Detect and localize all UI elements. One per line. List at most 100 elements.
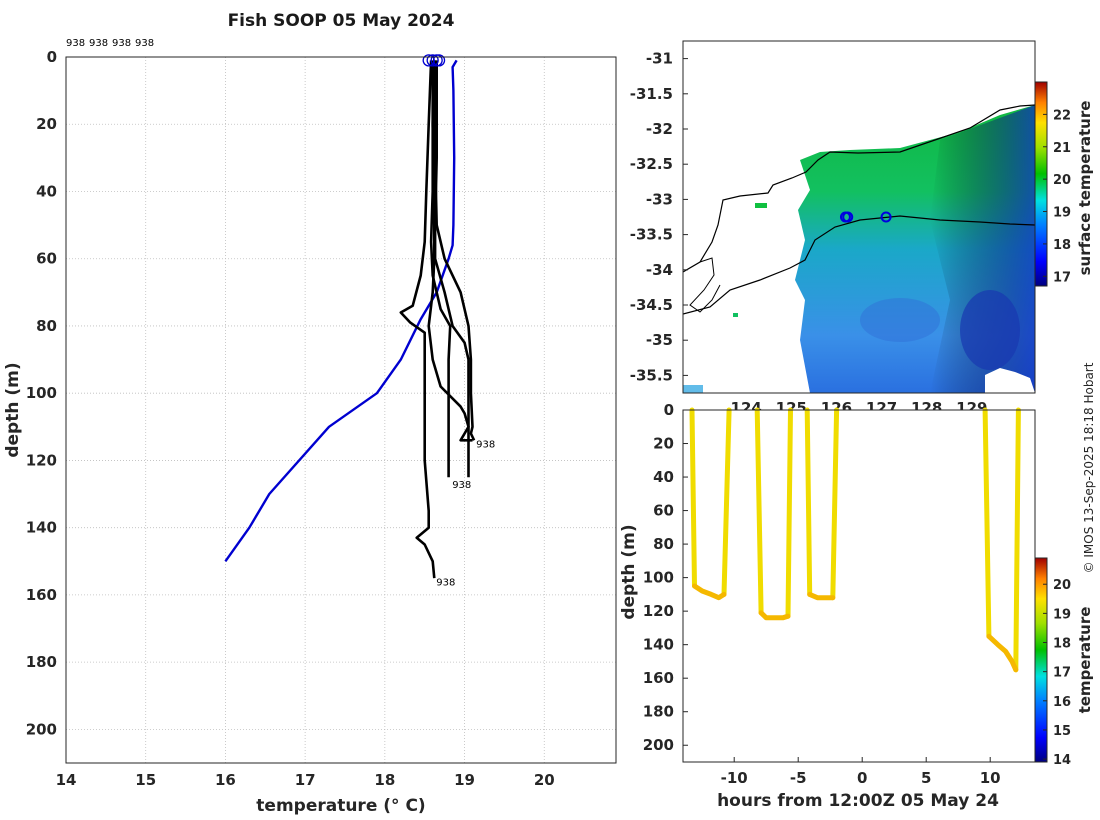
time-depth-x-tick: -5 bbox=[790, 769, 807, 787]
profile-end-label: 938 bbox=[476, 440, 495, 451]
map-y-tick: -35 bbox=[646, 331, 673, 349]
cast-descent-line bbox=[804, 407, 813, 597]
profile-y-tick: 160 bbox=[26, 586, 57, 604]
time-depth-y-tick: 140 bbox=[643, 636, 674, 654]
profile-end-label: 938 bbox=[436, 577, 455, 588]
map-y-tick: -34.5 bbox=[630, 296, 673, 314]
profile-top-label: 938 bbox=[89, 38, 108, 49]
profile-surface-markers bbox=[422, 54, 446, 67]
profile-panel: 14 15 16 17 18 19 20 0 20 40 60 80 100 120 140 160 180 2… bbox=[3, 38, 617, 816]
time-depth-y-tick: 60 bbox=[653, 502, 674, 520]
time-depth-colorbar-tick: 16 bbox=[1053, 695, 1071, 710]
time-depth-casts bbox=[689, 407, 1021, 673]
ship-track bbox=[683, 215, 1035, 315]
time-depth-x-tick: 5 bbox=[921, 769, 931, 787]
map-colorbar-frame bbox=[1034, 81, 1048, 287]
profile-x-tick: 14 bbox=[56, 771, 77, 789]
profile-cast-line bbox=[429, 60, 452, 478]
sst-missing-patch bbox=[985, 368, 1035, 393]
map-station-marker bbox=[842, 211, 854, 223]
time-depth-y-ticks: 0 20 40 60 80 100 120 140 160 180 200 bbox=[643, 401, 688, 754]
profile-y-tick: 40 bbox=[36, 182, 57, 200]
profile-y-tick: 180 bbox=[26, 653, 57, 671]
sst-field bbox=[683, 41, 1035, 393]
time-depth-panel: -10 -5 0 5 10 0 20 40 60 80 100 120 140 160 180 200 ho… bbox=[619, 401, 1094, 811]
time-depth-y-tick: 160 bbox=[643, 669, 674, 687]
profile-y-tick: 80 bbox=[36, 317, 57, 335]
map-colorbar-tick: 17 bbox=[1053, 270, 1071, 285]
profile-x-tick: 19 bbox=[454, 771, 475, 789]
profile-x-tick: 17 bbox=[295, 771, 316, 789]
profile-x-ticks: 14 15 16 17 18 19 20 bbox=[56, 771, 555, 789]
profile-y-ticks: 0 20 40 60 80 100 120 140 160 180 200 bbox=[26, 48, 57, 738]
cast-bottom-line bbox=[807, 591, 836, 601]
map-colorbar-tick: 19 bbox=[1053, 206, 1071, 221]
cast-descent-line bbox=[982, 407, 992, 639]
profile-x-tick: 20 bbox=[534, 771, 555, 789]
profile-x-tick: 16 bbox=[215, 771, 236, 789]
time-depth-y-tick: 80 bbox=[653, 535, 674, 553]
profile-cast-line bbox=[399, 60, 436, 579]
time-depth-colorbar-ticks: 14 15 16 17 18 19 20 bbox=[1043, 578, 1071, 768]
profile-cast-line bbox=[427, 60, 473, 442]
time-depth-y-tick: 120 bbox=[643, 602, 674, 620]
map-panel: -31 -31.5 -32 -32.5 -33 -33.5 -34 -34.5 -35 -35.5… bbox=[630, 40, 1094, 417]
cast-ascent-line bbox=[785, 407, 793, 619]
profile-y-tick: 140 bbox=[26, 519, 57, 537]
map-colorbar-tick: 21 bbox=[1053, 141, 1071, 156]
map-y-tick: -34 bbox=[646, 261, 673, 279]
time-depth-x-label: hours from 12:00Z 05 May 24 bbox=[717, 791, 999, 811]
cast-ascent-line bbox=[830, 407, 840, 601]
map-stations bbox=[839, 211, 892, 223]
sst-sw-patch bbox=[683, 385, 703, 393]
time-depth-y-tick: 20 bbox=[653, 435, 674, 453]
sst-speckle bbox=[755, 203, 767, 208]
time-depth-colorbar-tick: 17 bbox=[1053, 666, 1071, 681]
profile-series bbox=[224, 59, 476, 579]
time-depth-y-tick: 40 bbox=[653, 468, 674, 486]
time-depth-y-tick: 100 bbox=[643, 569, 674, 587]
map-y-tick: -32 bbox=[646, 120, 673, 138]
profile-y-tick: 20 bbox=[36, 115, 57, 133]
map-y-tick: -31 bbox=[646, 50, 673, 68]
profile-y-tick: 0 bbox=[47, 48, 57, 66]
profile-y-tick: 200 bbox=[26, 720, 57, 738]
time-depth-colorbar-tick: 15 bbox=[1053, 724, 1071, 739]
profile-top-labels: 938 938 938 938 bbox=[66, 38, 154, 49]
profile-y-tick: 100 bbox=[26, 384, 57, 402]
map-colorbar-label: surface temperature bbox=[1076, 101, 1094, 276]
coastline bbox=[683, 104, 1035, 273]
time-depth-x-tick: -10 bbox=[721, 769, 748, 787]
coastline-islands bbox=[689, 257, 721, 313]
cast-bottom-line bbox=[692, 583, 727, 601]
time-depth-x-tick: 10 bbox=[980, 769, 1001, 787]
profile-y-label: depth (m) bbox=[3, 362, 23, 457]
profile-cast-line bbox=[433, 60, 476, 441]
map-colorbar-tick: 22 bbox=[1053, 108, 1071, 123]
time-depth-x-ticks: -10 -5 0 5 10 bbox=[721, 757, 1001, 787]
cast-ascent-line bbox=[1013, 407, 1021, 673]
figure-title: Fish SOOP 05 May 2024 bbox=[228, 11, 455, 31]
time-depth-x-tick: 0 bbox=[857, 769, 867, 787]
time-depth-y-tick: 0 bbox=[664, 401, 674, 419]
map-y-tick: -35.5 bbox=[630, 366, 673, 384]
map-colorbar-tick: 20 bbox=[1053, 173, 1071, 188]
profile-top-label: 938 bbox=[66, 38, 85, 49]
sst-cold-eddy bbox=[960, 290, 1020, 370]
profile-surface-marker bbox=[426, 54, 439, 67]
cast-bottom-line bbox=[758, 610, 791, 621]
profile-top-label: 938 bbox=[112, 38, 131, 49]
cast-descent-line bbox=[689, 407, 697, 589]
profile-top-label: 938 bbox=[135, 38, 154, 49]
map-colorbar-tick: 18 bbox=[1053, 238, 1071, 253]
time-depth-y-tick: 180 bbox=[643, 703, 674, 721]
time-depth-plot-area bbox=[683, 410, 1035, 762]
time-depth-colorbar-tick: 18 bbox=[1053, 637, 1071, 652]
profile-plot-area bbox=[66, 57, 616, 763]
sst-eddy bbox=[860, 298, 940, 342]
profile-y-tick: 60 bbox=[36, 250, 57, 268]
profile-end-labels: 938 938 938 bbox=[436, 440, 495, 589]
profile-x-tick: 18 bbox=[374, 771, 395, 789]
profile-frame bbox=[65, 56, 617, 764]
